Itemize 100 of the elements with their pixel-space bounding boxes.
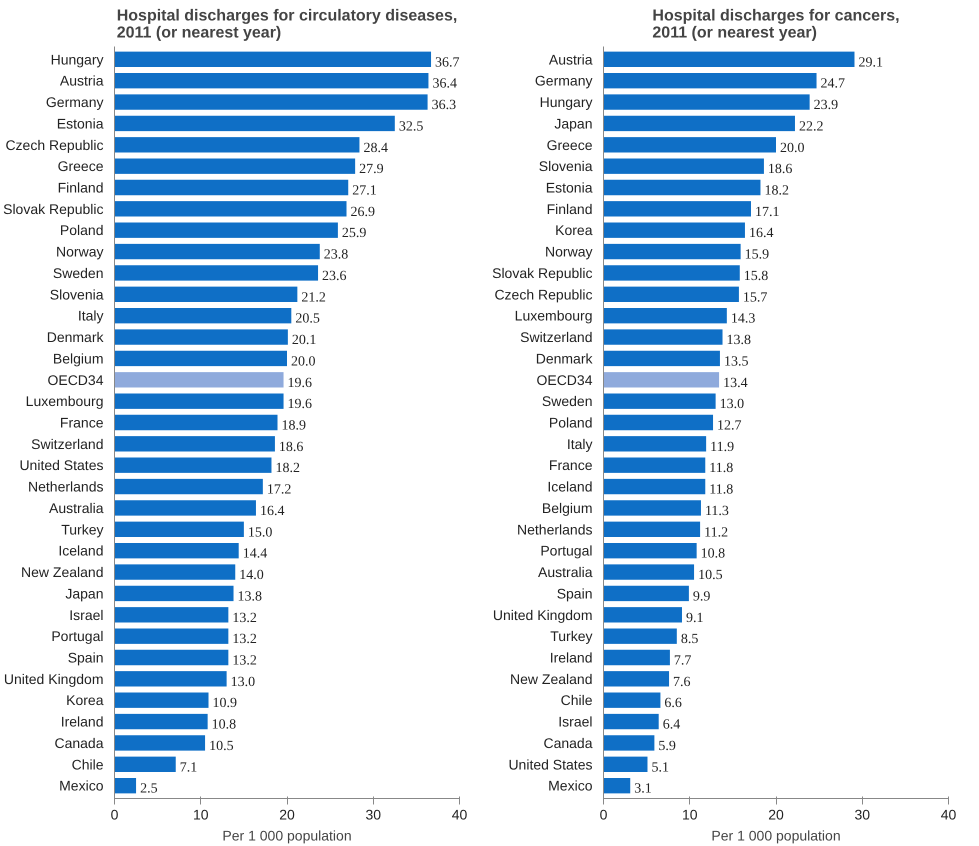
y-tick-label: United States [19,457,104,474]
y-tick-label: Korea [66,692,104,708]
bar [114,714,208,730]
data-label: 11.3 [704,504,729,519]
bar [114,116,395,132]
x-tick-label: 40 [940,806,956,822]
bar [114,137,360,152]
y-tick-label: Hungary [540,94,593,110]
y-tick-label: France [548,457,593,474]
data-label: 15.8 [744,268,768,284]
y-tick-label: OECD34 [536,372,593,388]
bar [114,308,292,324]
bar [604,393,716,409]
x-tick-label: 20 [768,806,784,822]
y-tick-label: Chile [72,756,104,772]
bar [114,522,244,538]
data-label: 23.8 [324,248,348,263]
bar [114,350,287,366]
y-tick-label: Australia [538,564,593,580]
y-tick-label: Estonia [546,180,593,196]
bar [604,522,700,538]
bar [114,52,432,68]
bar [114,628,228,644]
bar [114,478,263,494]
data-label: 13.8 [726,333,752,348]
x-tick-label: 0 [110,806,119,822]
y-tick-label: Austria [60,72,104,89]
y-tick-label: Slovenia [538,158,593,174]
y-tick-label: Italy [566,436,593,452]
bar [604,671,670,687]
y-tick-label: Japan [554,115,593,132]
bar [114,778,136,794]
bar [604,180,760,196]
y-tick-label: Spain [68,650,104,666]
data-label: 5.1 [651,760,669,776]
y-tick-label: Sweden [542,393,592,410]
y-tick-label: Finland [58,180,104,196]
x-axis-title: Per 1 000 population [711,828,841,844]
data-label: 15.0 [248,525,272,540]
bar [114,201,347,217]
bar [114,286,298,302]
data-label: 11.2 [704,525,728,540]
bar [114,500,256,516]
y-tick-label: Mexico [548,778,593,794]
y-tick-label: France [60,414,104,430]
data-label: 27.1 [352,184,377,198]
bar [114,436,275,452]
bar [114,756,176,772]
bar [114,607,228,622]
data-label: 36.4 [432,76,457,92]
bar [114,692,209,708]
data-label: 10.5 [698,568,723,584]
y-tick-label: Australia [49,500,104,516]
data-label: 36.3 [432,98,456,114]
y-tick-label: Belgium [542,500,593,516]
y-tick-label: Greece [546,136,593,153]
data-label: 26.9 [350,204,376,220]
y-tick-label: Chile [560,692,593,708]
y-tick-label: Belgium [52,350,104,366]
bar [604,244,741,260]
data-label: 19.6 [288,397,312,412]
bar [114,542,239,558]
y-tick-label: Israel [558,714,592,730]
bar [604,222,745,238]
bar [604,201,751,217]
x-tick-label: 10 [682,806,698,822]
data-label: 13.5 [724,354,748,370]
y-tick-label: Iceland [547,478,593,495]
data-label: 10.5 [209,738,234,754]
bar [114,586,234,602]
bar [114,458,272,473]
bar [604,607,682,622]
data-label: 29.1 [858,55,883,70]
data-label: 21.2 [301,290,326,306]
bar [604,564,694,580]
y-tick-label: United States [508,756,593,772]
y-tick-label: Portugal [540,542,593,559]
bar [604,308,727,324]
data-label: 20.0 [780,140,804,156]
y-tick-label: Denmark [536,350,594,366]
bar [604,116,795,132]
y-tick-label: Ireland [550,650,593,666]
y-tick-label: Slovenia [50,286,104,302]
data-label: 17.1 [754,204,780,220]
bar [604,458,706,473]
y-tick-label: Czech Republic [494,286,593,302]
data-label: 10.8 [212,718,236,733]
data-label: 22.2 [798,119,824,134]
data-label: 18.2 [764,184,789,198]
bar [604,692,660,708]
y-tick-label: Poland [60,222,104,238]
data-label: 5.9 [658,738,676,754]
y-tick-label: Norway [56,244,104,260]
data-label: 20.1 [292,333,316,348]
data-label: 13.4 [723,376,748,391]
data-label: 18.9 [282,418,306,434]
y-tick-label: Finland [546,200,593,217]
data-label: 13.2 [232,654,257,668]
y-tick-label: United Kingdom [4,670,104,687]
data-label: 16.4 [260,504,284,519]
